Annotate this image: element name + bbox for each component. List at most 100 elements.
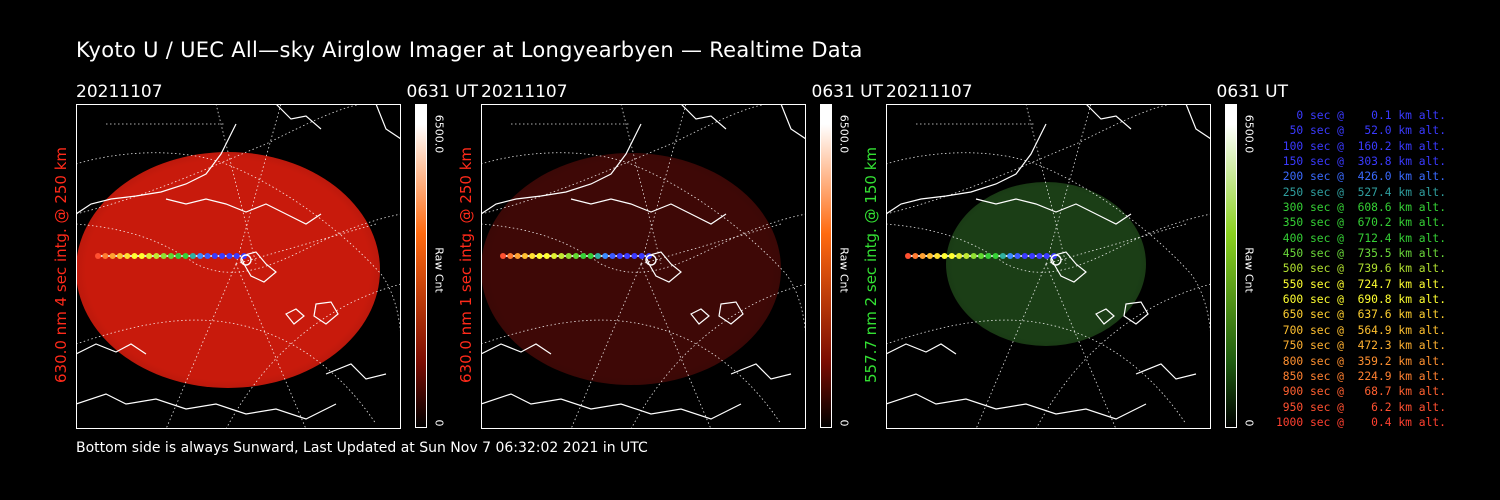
trajectory-dot <box>580 253 587 259</box>
legend-row: 100 sec @ 160.2 km alt. <box>1282 139 1446 153</box>
trajectory-dot <box>1007 253 1014 259</box>
panel-date: 20211107 <box>886 82 973 102</box>
trajectory-dot <box>102 253 109 259</box>
page-title: Kyoto U / UEC All—sky Airglow Imager at … <box>76 38 863 62</box>
colorbar-unit-label: Raw Cnt <box>837 247 851 293</box>
wavelength-label: 630.0 nm 4 sec intg. @ 250 km <box>52 146 70 384</box>
trajectory-dot <box>197 253 204 259</box>
trajectory-dot <box>175 253 182 259</box>
trajectory-dot <box>219 253 226 259</box>
legend-row: 0 sec @ 0.1 km alt. <box>1296 109 1446 122</box>
trajectory-dot <box>602 253 609 259</box>
trajectory-dot <box>558 253 565 259</box>
trajectory-dot <box>956 253 963 259</box>
trajectory-dot <box>182 253 189 259</box>
legend-row: 50 sec @ 52.0 km alt. <box>1289 124 1446 138</box>
allsky-image <box>481 104 806 429</box>
colorbar-min-label: 0 <box>1242 419 1256 427</box>
colorbar <box>415 104 427 428</box>
trajectory-dot <box>543 253 550 259</box>
legend-row: 200 sec @ 426.0 km alt. <box>1282 170 1446 184</box>
legend-row: 950 sec @ 6.2 km alt. <box>1282 400 1446 414</box>
trajectory-dot <box>131 253 138 259</box>
station-marker <box>240 254 252 266</box>
trajectory-dot <box>992 253 999 259</box>
legend-row: 250 sec @ 527.4 km alt. <box>1282 185 1446 199</box>
legend-row: 650 sec @ 637.6 km alt. <box>1282 308 1446 322</box>
trajectory-dot <box>189 253 196 259</box>
colorbar-unit-label: Raw Cnt <box>432 247 446 293</box>
trajectory-dot <box>109 253 116 259</box>
legend-row: 900 sec @ 68.7 km alt. <box>1282 385 1446 399</box>
panel-time: 0631 UT <box>811 82 884 102</box>
trajectory-dot <box>963 253 970 259</box>
trajectory-dot <box>514 253 521 259</box>
trajectory-dot <box>631 253 638 259</box>
trajectory-dot <box>146 253 153 259</box>
trajectory-dot <box>160 253 167 259</box>
trajectory-dot <box>1021 253 1028 259</box>
legend-row: 800 sec @ 359.2 km alt. <box>1282 354 1446 368</box>
wavelength-label: 557.7 nm 2 sec intg. @ 150 km <box>862 146 880 384</box>
trajectory-dot <box>168 253 174 259</box>
legend-row: 750 sec @ 472.3 km alt. <box>1282 339 1446 353</box>
image-panel-3: 20211107 0631 UT 557.7 nm 2 sec intg. @ … <box>862 80 1296 430</box>
trajectory-dot <box>226 253 233 259</box>
colorbar-max-label: 6500.0 <box>1242 114 1256 154</box>
legend-row: 450 sec @ 735.5 km alt. <box>1282 247 1446 261</box>
colorbar <box>1225 104 1237 428</box>
legend-row: 1000 sec @ 0.4 km alt. <box>1275 415 1446 429</box>
trajectory-dot <box>138 253 145 259</box>
trajectory-dot <box>1043 253 1050 259</box>
panel-time: 0631 UT <box>1216 82 1289 102</box>
trajectory-dot <box>153 253 160 259</box>
legend-row: 850 sec @ 224.9 km alt. <box>1282 369 1446 383</box>
trajectory-dot <box>587 253 594 259</box>
trajectory-dot <box>919 253 926 259</box>
trajectory-dot <box>970 253 977 259</box>
trajectory-dot <box>905 253 911 259</box>
trajectory-dot <box>978 253 984 259</box>
station-marker <box>645 254 657 266</box>
trajectory-dot <box>594 253 601 259</box>
legend-row: 400 sec @ 712.4 km alt. <box>1282 231 1446 245</box>
colorbar-unit-label: Raw Cnt <box>1242 247 1256 293</box>
panel-date: 20211107 <box>481 82 568 102</box>
trajectory-dot <box>521 253 528 259</box>
trajectory-dot <box>124 253 131 259</box>
panel-time: 0631 UT <box>406 82 479 102</box>
station-marker <box>1050 254 1062 266</box>
trajectory-dot <box>204 253 211 259</box>
trajectory-dot <box>116 253 123 259</box>
colorbar-max-label: 6500.0 <box>837 114 851 154</box>
trajectory-dot <box>948 253 955 259</box>
trajectory-legend: 0 sec @ 0.1 km alt. 50 sec @ 52.0 km alt.… <box>1262 108 1446 430</box>
trajectory-dot <box>934 253 941 259</box>
image-panel-2: 20211107 0631 UT 630.0 nm 1 sec intg. @ … <box>457 80 891 430</box>
trajectory-dot <box>985 253 992 259</box>
wavelength-label: 630.0 nm 1 sec intg. @ 250 km <box>457 146 475 384</box>
trajectory-dot <box>941 253 948 259</box>
colorbar-min-label: 0 <box>837 419 851 427</box>
trajectory-dot <box>507 253 514 259</box>
trajectory-dot <box>999 253 1006 259</box>
trajectory-dot <box>926 253 933 259</box>
allsky-image <box>886 104 1211 429</box>
trajectory-dot <box>624 253 631 259</box>
trajectory-dot <box>1029 253 1036 259</box>
footer-note: Bottom side is always Sunward, Last Upda… <box>76 440 648 456</box>
trajectory-dot <box>233 253 240 259</box>
panel-date: 20211107 <box>76 82 163 102</box>
trajectory-dot <box>500 253 506 259</box>
trajectory-dot <box>609 253 616 259</box>
legend-row: 550 sec @ 724.7 km alt. <box>1282 277 1446 291</box>
trajectory-dot <box>551 253 558 259</box>
legend-row: 500 sec @ 739.6 km alt. <box>1282 262 1446 276</box>
legend-row: 300 sec @ 608.6 km alt. <box>1282 201 1446 215</box>
trajectory-dot <box>565 253 572 259</box>
image-panel-1: 20211107 0631 UT 630.0 nm 4 sec intg. @ … <box>52 80 486 430</box>
trajectory-dot <box>638 253 645 259</box>
trajectory-dot <box>536 253 543 259</box>
trajectory-dot <box>1036 253 1043 259</box>
trajectory-dot <box>616 253 623 259</box>
